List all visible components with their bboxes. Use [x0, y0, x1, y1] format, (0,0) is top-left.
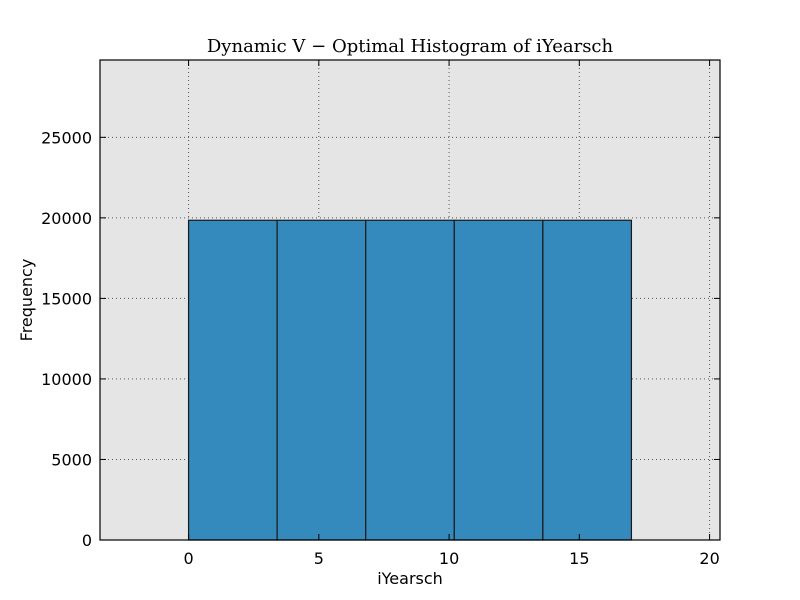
bars	[187, 219, 633, 541]
y-tick-label: 5000	[51, 450, 92, 469]
chart-title: Dynamic V − Optimal Histogram of iYearsc…	[207, 36, 614, 57]
x-tick-label: 15	[569, 549, 589, 568]
y-axis-label: Frequency	[17, 259, 36, 342]
histogram-bar	[365, 219, 455, 541]
y-tick-label: 25000	[41, 128, 92, 147]
y-tick-label: 15000	[41, 289, 92, 308]
y-tick-label: 20000	[41, 209, 92, 228]
x-tick-label: 5	[314, 549, 324, 568]
histogram-bar	[542, 219, 633, 541]
histogram-bar	[276, 219, 367, 541]
x-tick-label: 20	[699, 549, 719, 568]
x-axis-label: iYearsch	[377, 569, 443, 588]
x-tick-label: 0	[183, 549, 193, 568]
y-tick-label: 0	[82, 531, 92, 550]
plot-frame	[99, 59, 721, 541]
x-tick-label: 10	[439, 549, 459, 568]
y-tick-label: 10000	[41, 370, 92, 389]
histogram-bar	[187, 219, 278, 541]
ticks: 0 5 10 15 20 0 5000 10000 15000 20000 25000	[41, 60, 720, 568]
histogram-bar	[453, 219, 544, 541]
